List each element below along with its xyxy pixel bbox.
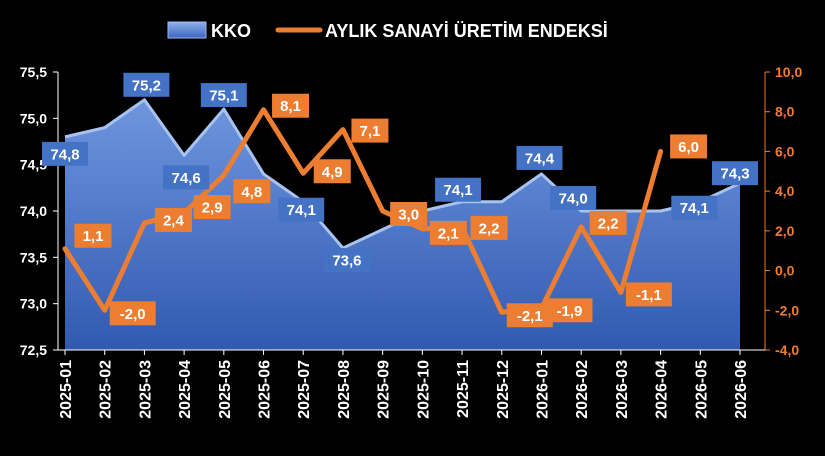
sanayi-data-label: 4,9 (313, 159, 351, 184)
y-left-tick-label: 73,5 (20, 249, 47, 265)
legend: KKO AYLIK SANAYİ ÜRETİM ENDEKSİ (167, 21, 608, 41)
kko-data-label: 74,1 (671, 195, 718, 220)
kko-data-label: 75,2 (123, 72, 170, 97)
svg-text:4,9: 4,9 (322, 164, 343, 181)
x-tick-label: 2025-09 (376, 360, 393, 419)
y-left-tick-label: 75,5 (20, 64, 47, 80)
x-tick-label: 2025-03 (137, 360, 154, 419)
y-right-tick-label: -2,0 (775, 302, 799, 318)
y-right-tick-label: 10,0 (775, 64, 802, 80)
svg-text:74,1: 74,1 (443, 182, 472, 199)
y-left-tick-label: 74,0 (20, 203, 47, 219)
y-left-tick-label: 72,5 (20, 342, 47, 358)
svg-text:3,0: 3,0 (398, 207, 419, 224)
y-left-tick-label: 75,0 (20, 110, 47, 126)
sanayi-data-label: -1,9 (546, 298, 593, 323)
kko-data-label: 74,4 (516, 145, 563, 170)
svg-text:2,9: 2,9 (202, 199, 223, 216)
y-right-tick-label: 6,0 (775, 143, 795, 159)
x-tick-label: 2025-10 (415, 360, 432, 419)
svg-text:-2,0: -2,0 (120, 306, 146, 323)
sanayi-data-label: 6,0 (670, 134, 708, 159)
x-tick-label: 2025-05 (217, 360, 234, 419)
svg-text:74,8: 74,8 (50, 146, 79, 163)
sanayi-data-label: -2,1 (506, 303, 553, 328)
kko-data-label: 74,8 (42, 141, 88, 166)
svg-text:-2,1: -2,1 (517, 308, 543, 325)
legend-label-sanayi: AYLIK SANAYİ ÜRETİM ENDEKSİ (325, 21, 608, 41)
svg-text:75,1: 75,1 (209, 88, 238, 105)
sanayi-data-label: 8,1 (272, 93, 310, 118)
x-tick-label: 2026-05 (693, 360, 710, 419)
sanayi-data-label: -1,1 (625, 282, 672, 307)
x-tick-label: 2025-04 (177, 360, 194, 419)
x-tick-label: 2026-01 (534, 360, 551, 419)
x-tick-label: 2026-04 (654, 360, 671, 419)
svg-text:6,0: 6,0 (678, 139, 699, 156)
sanayi-data-label: 2,4 (154, 207, 192, 232)
x-tick-label: 2025-08 (336, 360, 353, 419)
svg-text:2,4: 2,4 (163, 212, 185, 229)
svg-text:74,0: 74,0 (559, 191, 588, 208)
x-tick-label: 2025-07 (296, 360, 313, 419)
x-tick-label: 2026-02 (574, 360, 591, 419)
y-right-tick-label: 0,0 (775, 263, 795, 279)
svg-text:74,1: 74,1 (287, 202, 316, 219)
x-tick-label: 2026-06 (733, 360, 750, 419)
svg-text:2,2: 2,2 (598, 215, 619, 232)
svg-text:8,1: 8,1 (280, 98, 301, 115)
x-tick-label: 2025-02 (98, 360, 115, 419)
svg-text:2,1: 2,1 (438, 225, 459, 242)
svg-text:-1,1: -1,1 (636, 287, 662, 304)
legend-label-kko: KKO (211, 21, 251, 41)
svg-text:74,3: 74,3 (720, 166, 749, 183)
y-right-tick-label: 2,0 (775, 223, 795, 239)
svg-text:74,4: 74,4 (525, 150, 555, 167)
legend-swatch-kko (167, 21, 207, 39)
svg-text:74,6: 74,6 (172, 170, 201, 187)
x-tick-label: 2025-12 (495, 360, 512, 419)
kko-data-label: 74,6 (163, 165, 210, 190)
svg-text:1,1: 1,1 (83, 228, 104, 245)
svg-text:73,6: 73,6 (332, 253, 361, 270)
sanayi-data-label: 2,2 (470, 215, 508, 240)
kko-data-label: 74,0 (550, 186, 597, 210)
kko-data-label: 75,1 (200, 83, 247, 108)
sanayi-data-label: 7,1 (351, 118, 389, 143)
y-left-tick-label: 74,5 (20, 157, 47, 173)
svg-text:74,1: 74,1 (680, 200, 709, 217)
kko-data-label: 74,1 (435, 177, 482, 202)
y-right-tick-label: 4,0 (775, 183, 795, 199)
svg-text:4,8: 4,8 (241, 184, 262, 201)
svg-text:2,2: 2,2 (479, 220, 500, 237)
sanayi-data-label: 2,1 (429, 220, 467, 245)
x-tick-label: 2025-06 (257, 360, 274, 419)
x-tick-label: 2025-11 (455, 360, 472, 418)
kko-data-label: 74,1 (278, 197, 325, 222)
x-tick-label: 2026-03 (614, 360, 631, 419)
y-right-tick-label: 8,0 (775, 104, 795, 120)
sanayi-data-label: 4,8 (233, 179, 271, 204)
sanayi-data-label: -2,0 (109, 301, 156, 326)
kko-data-label: 73,6 (323, 248, 370, 273)
svg-text:7,1: 7,1 (360, 123, 381, 140)
svg-text:-1,9: -1,9 (557, 303, 583, 320)
y-left-tick-label: 73,0 (20, 296, 47, 312)
sanayi-data-label: 2,2 (589, 210, 627, 235)
kko-data-label: 74,3 (712, 161, 758, 186)
x-tick-label: 2025-01 (58, 360, 75, 419)
sanayi-data-label: 3,0 (390, 202, 428, 226)
sanayi-data-label: 1,1 (74, 223, 112, 248)
sanayi-data-label: 2,9 (193, 194, 231, 219)
svg-text:75,2: 75,2 (132, 77, 161, 94)
y-right-tick-label: -4,0 (775, 342, 799, 358)
